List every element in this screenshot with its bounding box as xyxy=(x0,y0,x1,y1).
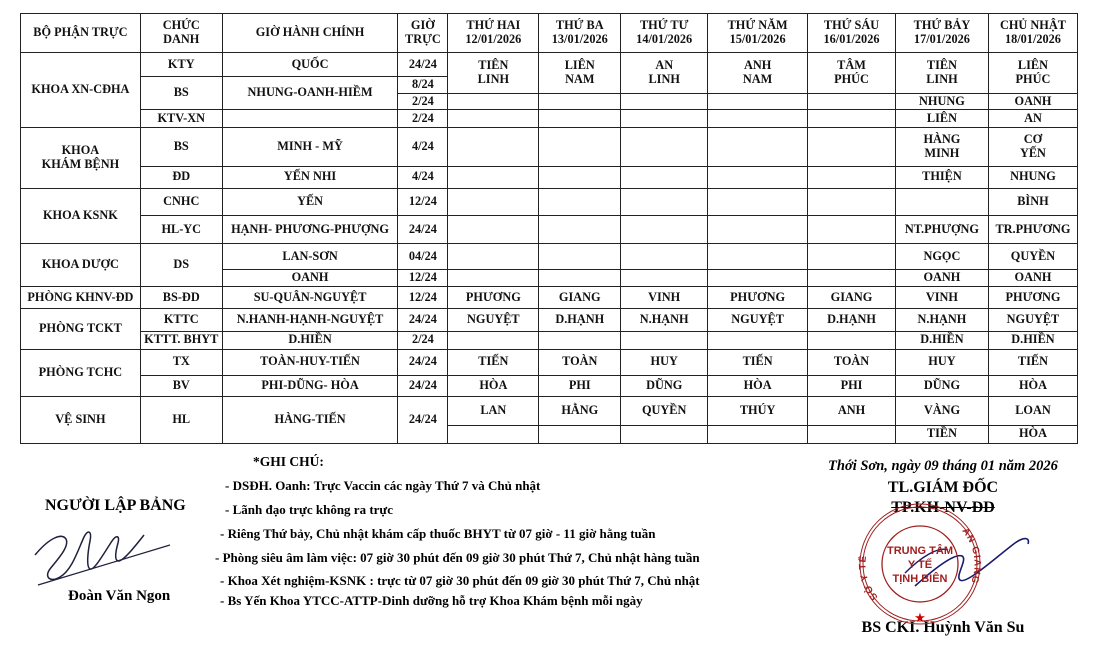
svg-text:TRUNG TÂM: TRUNG TÂM xyxy=(887,544,953,557)
svg-text:Y TẾ: Y TẾ xyxy=(908,558,932,571)
svg-text:TỊNH BIÊN: TỊNH BIÊN xyxy=(893,572,948,585)
svg-text:★: ★ xyxy=(914,610,926,625)
svg-text:SỞ Y TẾ: SỞ Y TẾ xyxy=(858,554,880,602)
